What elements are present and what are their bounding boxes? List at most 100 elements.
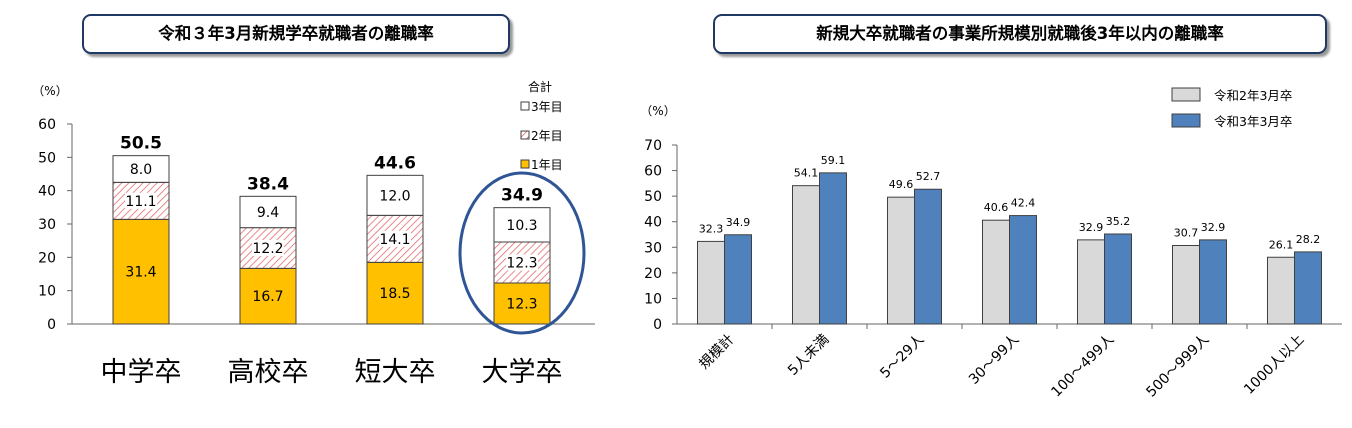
segment-value-label: 18.5 (379, 286, 410, 302)
bar-令和3年3月卒 (1104, 233, 1132, 325)
x-category-label: 1000人以上 (1241, 332, 1307, 398)
legend-swatch (520, 130, 530, 140)
legend-swatch (520, 159, 530, 169)
segment-value-label: 16.7 (252, 289, 283, 305)
bar-令和3年3月卒 (1009, 215, 1037, 325)
segment-value-label: 12.3 (506, 297, 537, 313)
bar-segment-3年目 (112, 155, 170, 183)
right-chart-title: 新規大卒就職者の事業所規模別就職後3年以内の離職率 (713, 14, 1327, 54)
x-category-label: 100～499人 (1048, 332, 1117, 401)
bar-value-label: 59.1 (821, 154, 846, 167)
bar-segment-1年目 (493, 282, 551, 325)
bar-value-label: 32.3 (699, 222, 724, 235)
bar-令和3年3月卒 (724, 234, 752, 325)
bar-令和3年3月卒 (1294, 251, 1322, 325)
y-tick-label: 0 (47, 317, 56, 333)
bar-value-label: 54.1 (794, 167, 819, 180)
legend-label: 2年目 (531, 129, 563, 143)
left-chart-title: 令和３年3月新規学卒就職者の離職率 (82, 14, 510, 54)
bar-value-label: 52.7 (916, 170, 941, 183)
highlight-ellipse (458, 171, 586, 335)
y-tick-label: 30 (38, 217, 56, 233)
legend-swatch (1171, 87, 1201, 102)
x-category-label: 5～29人 (877, 332, 927, 382)
legend-swatch (1171, 113, 1201, 128)
y-tick-label: 60 (644, 164, 662, 180)
bar-total-label: 34.9 (501, 186, 543, 206)
y-tick-label: 10 (644, 291, 662, 307)
segment-value-label: 14.1 (379, 232, 410, 248)
legend-label: 令和2年3月卒 (1214, 88, 1292, 103)
x-category-label: 30～99人 (966, 332, 1022, 388)
bar-令和2年3月卒 (792, 185, 820, 325)
segment-value-label: 9.4 (257, 205, 279, 221)
bar-total-label: 38.4 (247, 174, 289, 194)
y-axis-unit-label: （%） (640, 104, 675, 118)
x-category-label: 5人未満 (785, 332, 832, 379)
legend-swatch (520, 101, 530, 111)
segment-value-label: 8.0 (130, 162, 152, 178)
x-category-label: 高校卒 (228, 357, 309, 388)
y-tick-label: 0 (653, 317, 662, 333)
y-tick-label: 40 (644, 215, 662, 231)
segment-value-label: 31.4 (125, 265, 156, 281)
segment-value-label: 10.3 (506, 218, 537, 234)
bar-令和3年3月卒 (914, 188, 942, 325)
x-category-label: 規模計 (696, 332, 737, 373)
bar-segment-3年目 (239, 195, 297, 229)
y-tick-label: 10 (38, 284, 56, 300)
bar-value-label: 28.2 (1296, 233, 1321, 246)
y-tick-label: 30 (644, 240, 662, 256)
x-category-label: 大学卒 (482, 357, 563, 388)
segment-value-label: 11.1 (125, 194, 156, 210)
bar-令和2年3月卒 (697, 240, 725, 325)
bar-value-label: 34.9 (726, 216, 751, 229)
bar-value-label: 49.6 (889, 178, 914, 191)
bar-value-label: 40.6 (984, 201, 1009, 214)
segment-label-bg (252, 240, 284, 256)
bar-令和2年3月卒 (1077, 239, 1105, 325)
x-category-label: 短大卒 (355, 357, 436, 388)
bar-total-label: 44.6 (374, 153, 416, 173)
bar-令和3年3月卒 (1199, 239, 1227, 325)
bar-value-label: 32.9 (1201, 221, 1226, 234)
segment-label-bg (506, 254, 538, 271)
legend-label: 3年目 (531, 100, 563, 114)
bar-total-label: 50.5 (120, 134, 162, 154)
bar-令和2年3月卒 (982, 219, 1010, 325)
y-tick-label: 60 (38, 117, 56, 133)
bar-令和2年3月卒 (1267, 256, 1295, 325)
x-category-label: 中学卒 (101, 357, 182, 388)
bar-segment-1年目 (112, 218, 170, 325)
segment-label-bg (379, 230, 411, 247)
y-tick-label: 20 (644, 266, 662, 282)
bar-segment-1年目 (239, 267, 297, 325)
legend-label: 令和3年3月卒 (1214, 114, 1292, 129)
x-category-label: 500～999人 (1143, 332, 1212, 401)
legend-label: 1年目 (531, 158, 563, 172)
bar-令和2年3月卒 (887, 196, 915, 325)
bar-令和3年3月卒 (819, 172, 847, 325)
y-tick-label: 50 (38, 150, 56, 166)
y-tick-label: 50 (644, 189, 662, 205)
y-tick-label: 70 (644, 138, 662, 154)
bar-value-label: 35.2 (1106, 215, 1131, 228)
legend-title: 合計 (528, 79, 552, 94)
bar-value-label: 32.9 (1079, 221, 1104, 234)
y-tick-label: 40 (38, 184, 56, 200)
bar-令和2年3月卒 (1172, 244, 1200, 325)
bar-segment-3年目 (493, 207, 551, 243)
segment-value-label: 12.0 (379, 188, 410, 204)
y-axis-unit-label: （%） (32, 84, 67, 98)
bar-value-label: 42.4 (1011, 197, 1036, 210)
bar-segment-3年目 (366, 174, 424, 216)
segment-value-label: 12.3 (506, 256, 537, 272)
y-tick-label: 20 (38, 250, 56, 266)
segment-value-label: 12.2 (252, 241, 283, 257)
segment-label-bg (125, 192, 157, 209)
bar-segment-1年目 (366, 261, 424, 325)
bar-value-label: 26.1 (1269, 238, 1294, 251)
bar-value-label: 30.7 (1174, 226, 1199, 239)
